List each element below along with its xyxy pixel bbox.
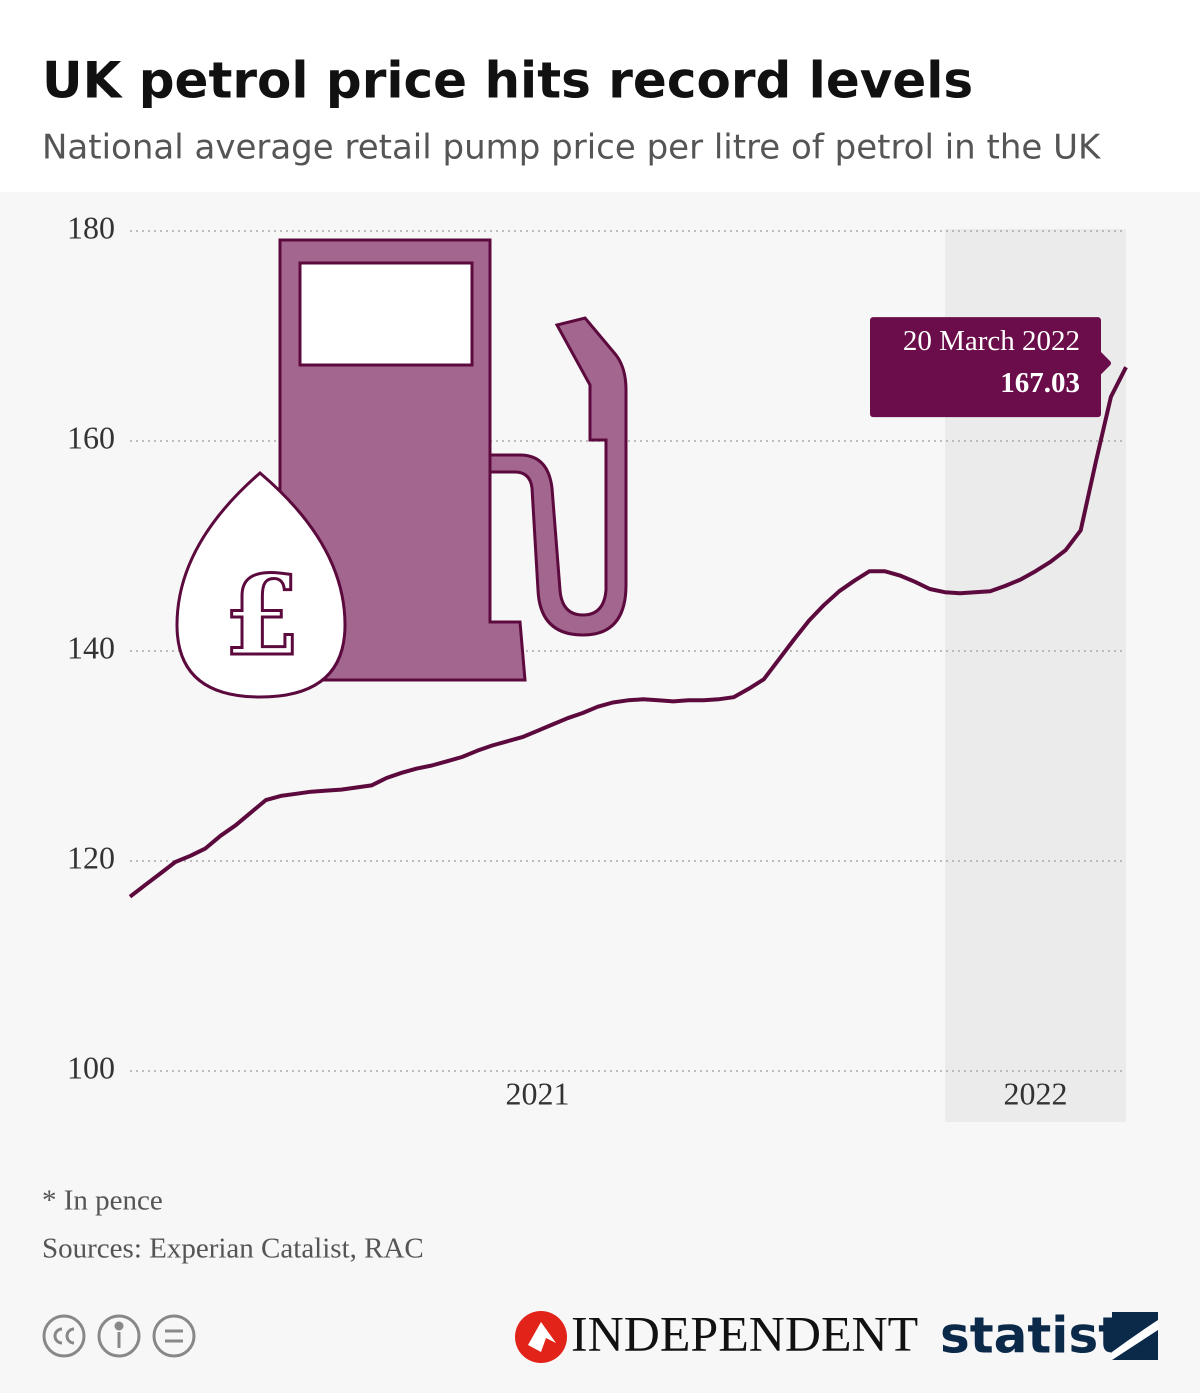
y-tick-label: 100 bbox=[67, 1049, 115, 1085]
sources: Sources: Experian Catalist, RAC bbox=[42, 1233, 424, 1265]
partner-logo: INDEPENDENT bbox=[571, 1305, 918, 1361]
brand-logo-mark bbox=[1112, 1312, 1158, 1360]
footnote: * In pence bbox=[42, 1185, 163, 1217]
x-tick-label: 2021 bbox=[505, 1075, 569, 1111]
y-tick-label: 160 bbox=[67, 419, 115, 455]
pump-icon bbox=[175, 238, 628, 699]
grid bbox=[130, 230, 1126, 1072]
y-tick-label: 140 bbox=[67, 629, 115, 665]
annotation-box bbox=[870, 317, 1111, 418]
y-tick-label: 120 bbox=[67, 839, 115, 875]
header-background bbox=[0, 0, 1200, 192]
plot: 20 March 2022 167.03 bbox=[128, 317, 1128, 899]
annotation-value: 167.03 bbox=[1000, 367, 1080, 399]
chart-title: UK petrol price hits record levels bbox=[42, 52, 973, 110]
x-tick-label: 2022 bbox=[1003, 1075, 1067, 1111]
eagle-icon bbox=[528, 1322, 556, 1352]
chart-subtitle: National average retail pump price per l… bbox=[42, 128, 1102, 168]
license-icons bbox=[42, 1314, 196, 1358]
pound-symbol: £ bbox=[224, 551, 301, 680]
price-line bbox=[128, 366, 1128, 899]
y-tick-label: 180 bbox=[67, 209, 115, 245]
annotation-date: 20 March 2022 bbox=[903, 325, 1080, 357]
